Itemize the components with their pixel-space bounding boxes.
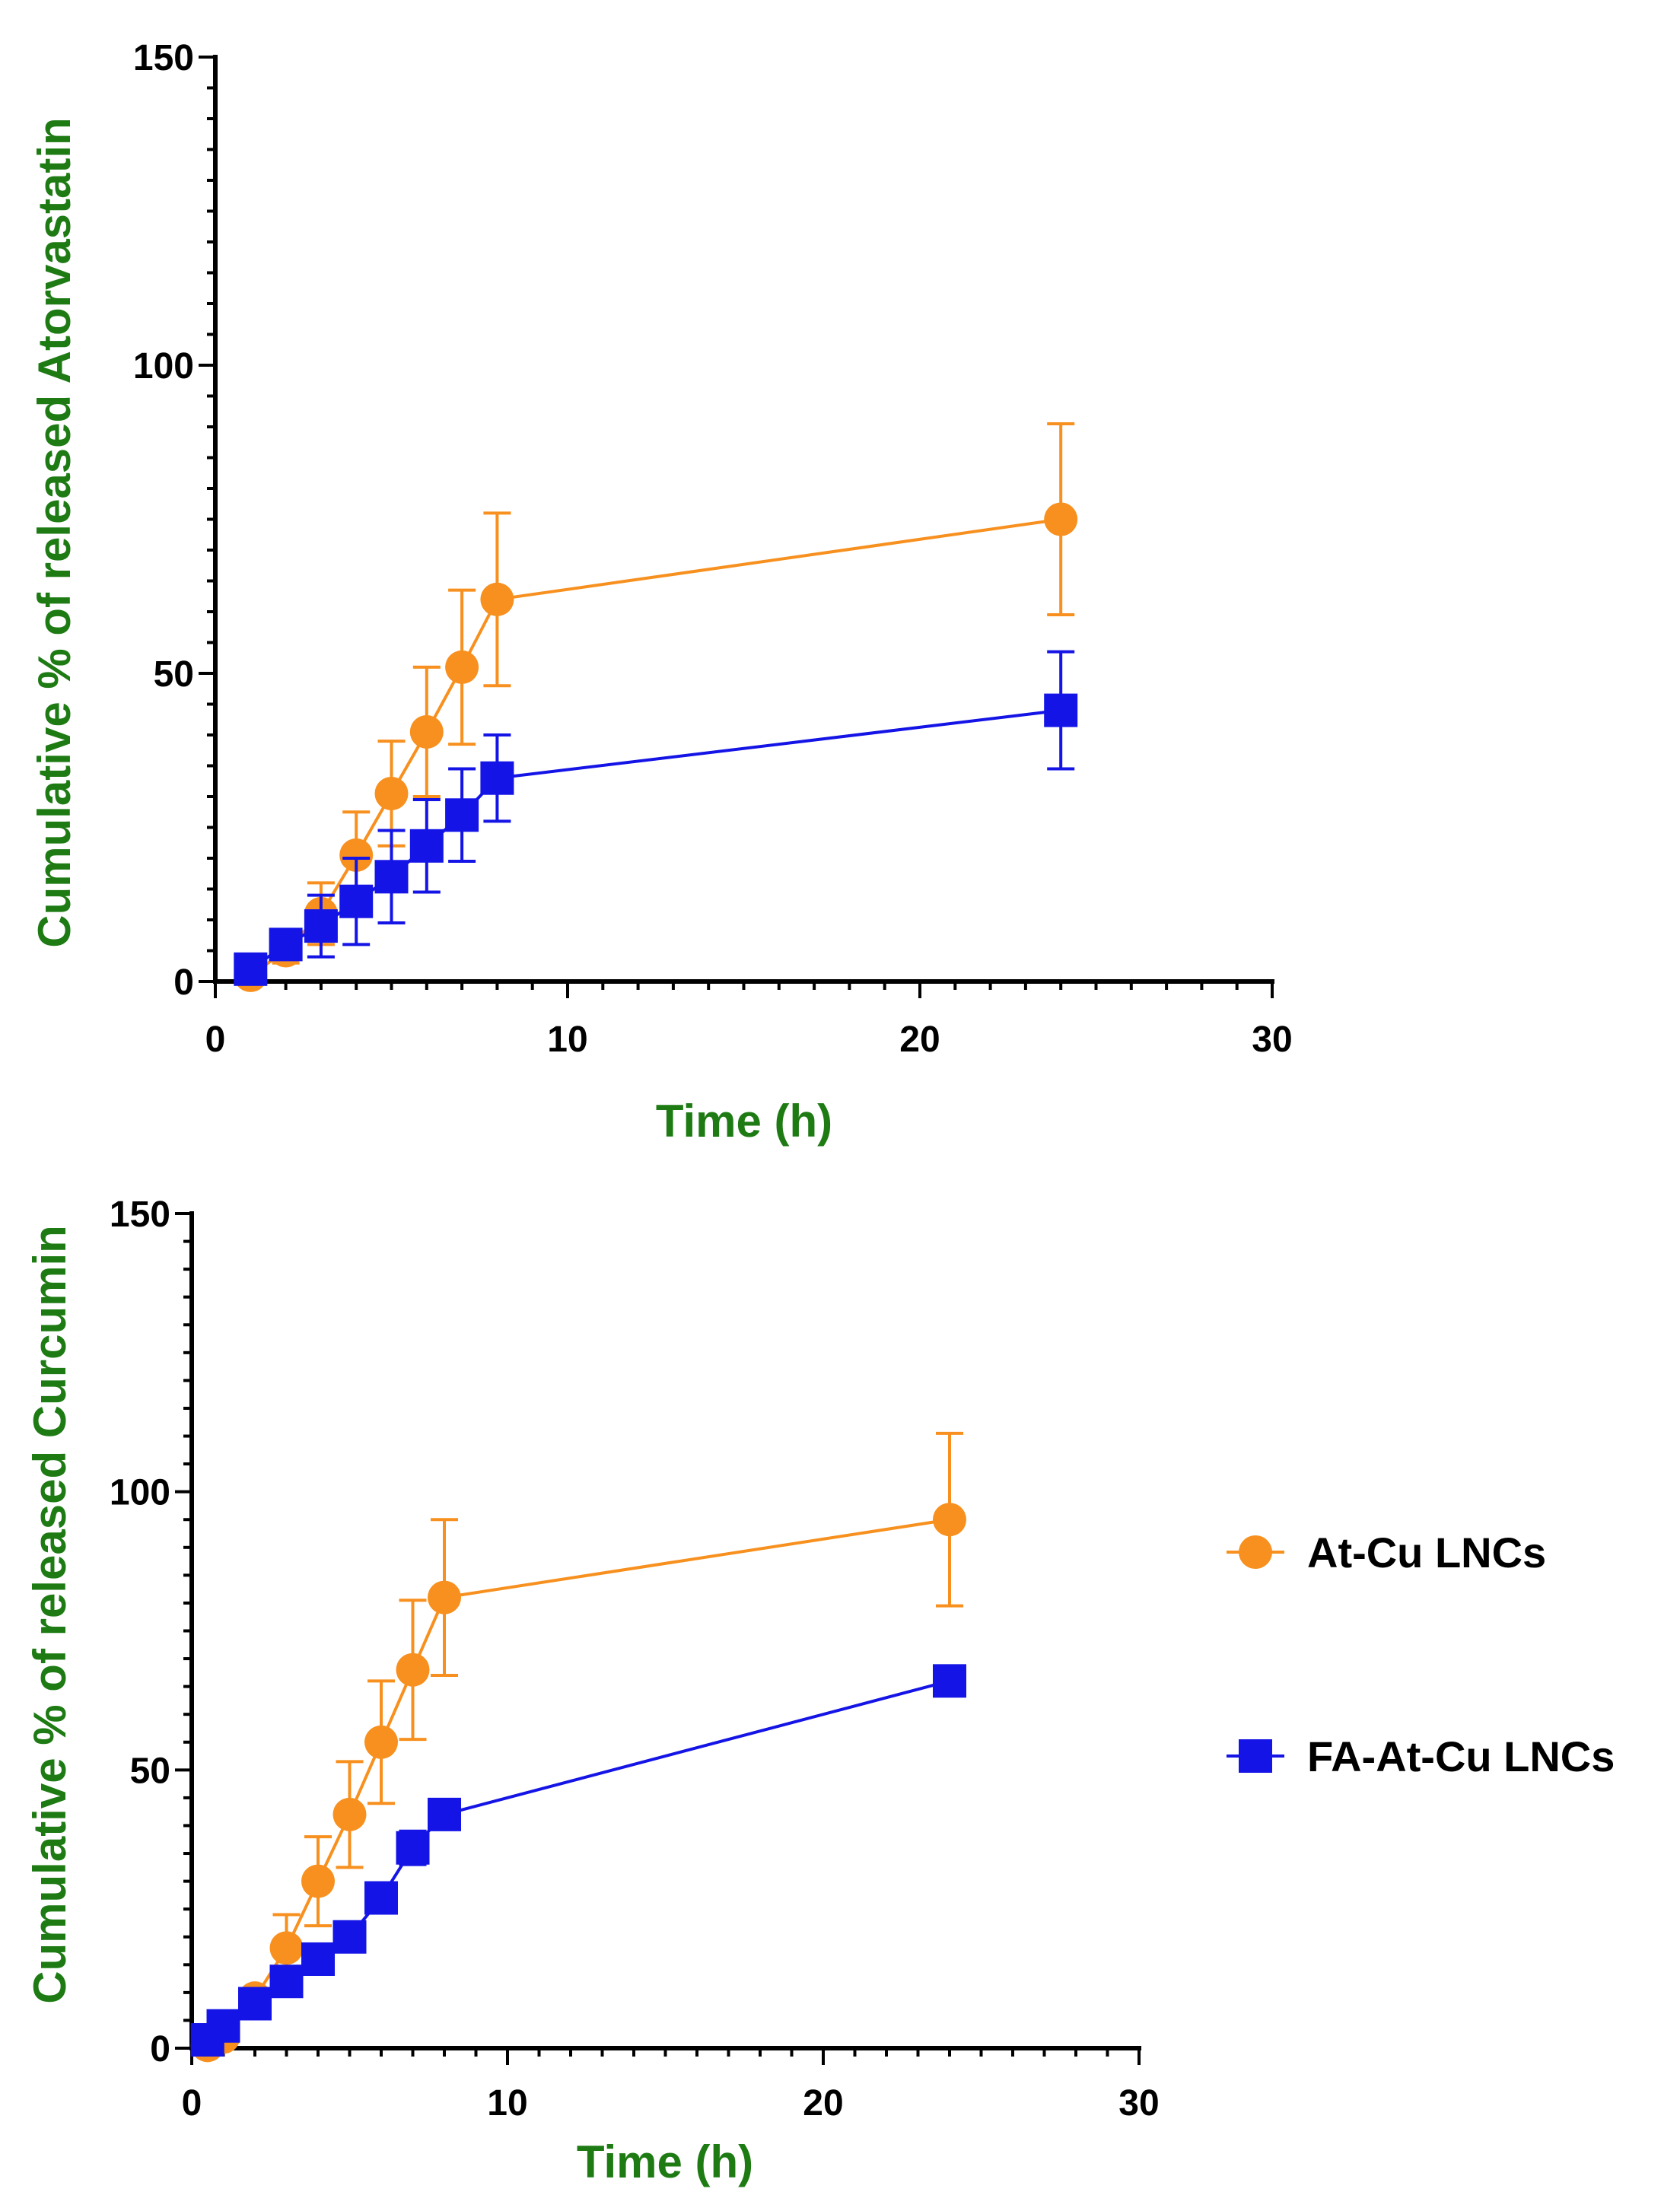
curcumin-y-tick-label: 50 [130,1751,170,1791]
atorvastatin-x-tick-label: 20 [899,1020,940,1060]
legend-square-marker-icon [1239,1739,1272,1773]
data-point-circle [301,1864,335,1898]
data-point-square [374,860,409,894]
data-point-square [301,1942,335,1976]
data-point-square [428,1797,461,1831]
data-point-circle [339,838,374,872]
atorvastatin-y-axis-title: Cumulative % of released Atorvastatin [29,117,80,947]
data-point-square [364,1881,398,1915]
curcumin-x-tick-label: 30 [1118,2083,1159,2124]
atorvastatin-y-tick-label: 50 [154,654,194,695]
atorvastatin-series-blue [234,650,1078,986]
curcumin-y-axis-title: Cumulative % of released Curcumin [24,1225,75,2004]
curcumin-series [190,1431,966,2063]
legend-item-at-cu: At-Cu LNCs [1227,1529,1546,1576]
data-point-circle [480,582,514,616]
legend: At-Cu LNCs FA-At-Cu LNCs [1227,1529,1615,1780]
atorvastatin-x-tick-label: 30 [1252,1020,1292,1060]
legend-item-fa-at-cu: FA-At-Cu LNCs [1227,1732,1615,1780]
curcumin-x-tick-label: 0 [182,2083,202,2124]
data-point-square [1044,693,1078,727]
data-point-square [480,761,514,795]
data-point-circle [933,1503,966,1537]
data-point-square [445,798,479,832]
legend-label-at-cu: At-Cu LNCs [1307,1529,1546,1576]
data-point-square [206,2009,240,2043]
data-point-square [269,1964,304,1999]
data-point-circle [409,714,444,749]
atorvastatin-y-tick-label: 100 [133,346,194,387]
data-point-circle [428,1580,461,1615]
atorvastatin-y-tick-label: 150 [133,38,194,78]
data-point-square [933,1664,966,1698]
atorvastatin-release-chart: 0 50 100 150 0 10 20 30 Cumulative % of release… [29,38,1293,1147]
data-point-square [332,1920,367,1954]
data-point-square [238,1987,272,2021]
curcumin-x-tick-label: 10 [487,2083,527,2124]
legend-label-fa-at-cu: FA-At-Cu LNCs [1307,1732,1615,1780]
curcumin-y-tick-label: 100 [110,1473,170,1513]
atorvastatin-x-axis-title: Time (h) [656,1096,832,1147]
series-line [250,708,1061,971]
data-point-circle [269,1931,304,1965]
curcumin-y-tick-label: 0 [150,2029,170,2069]
data-point-square [396,1831,430,1865]
data-point-square [269,927,303,962]
curcumin-x-tick-label: 20 [803,2083,843,2124]
data-point-circle [364,1725,398,1759]
legend-circle-marker-icon [1239,1535,1272,1569]
atorvastatin-axes: 0 50 100 150 0 10 20 30 [133,38,1293,1060]
curcumin-x-axis-title: Time (h) [577,2136,753,2187]
curcumin-y-tick-label: 150 [110,1195,170,1235]
data-point-circle [1044,502,1078,536]
data-point-square [304,909,338,943]
atorvastatin-y-tick-label: 0 [173,962,194,1003]
curcumin-axes: 0 50 100 150 0 10 20 30 [110,1195,1160,2124]
data-point-square [234,952,268,986]
data-point-circle [445,650,479,684]
data-point-circle [374,776,409,810]
atorvastatin-series [234,422,1078,992]
curcumin-series-blue [190,1664,966,2057]
data-point-square [409,829,444,863]
atorvastatin-x-tick-label: 10 [547,1020,587,1060]
curcumin-release-chart: 0 50 100 150 0 10 20 30 Cumulative % of release… [24,1195,1160,2187]
atorvastatin-x-tick-label: 0 [205,1020,226,1060]
data-point-square [339,884,374,918]
data-point-circle [332,1797,367,1831]
data-point-circle [396,1653,430,1687]
